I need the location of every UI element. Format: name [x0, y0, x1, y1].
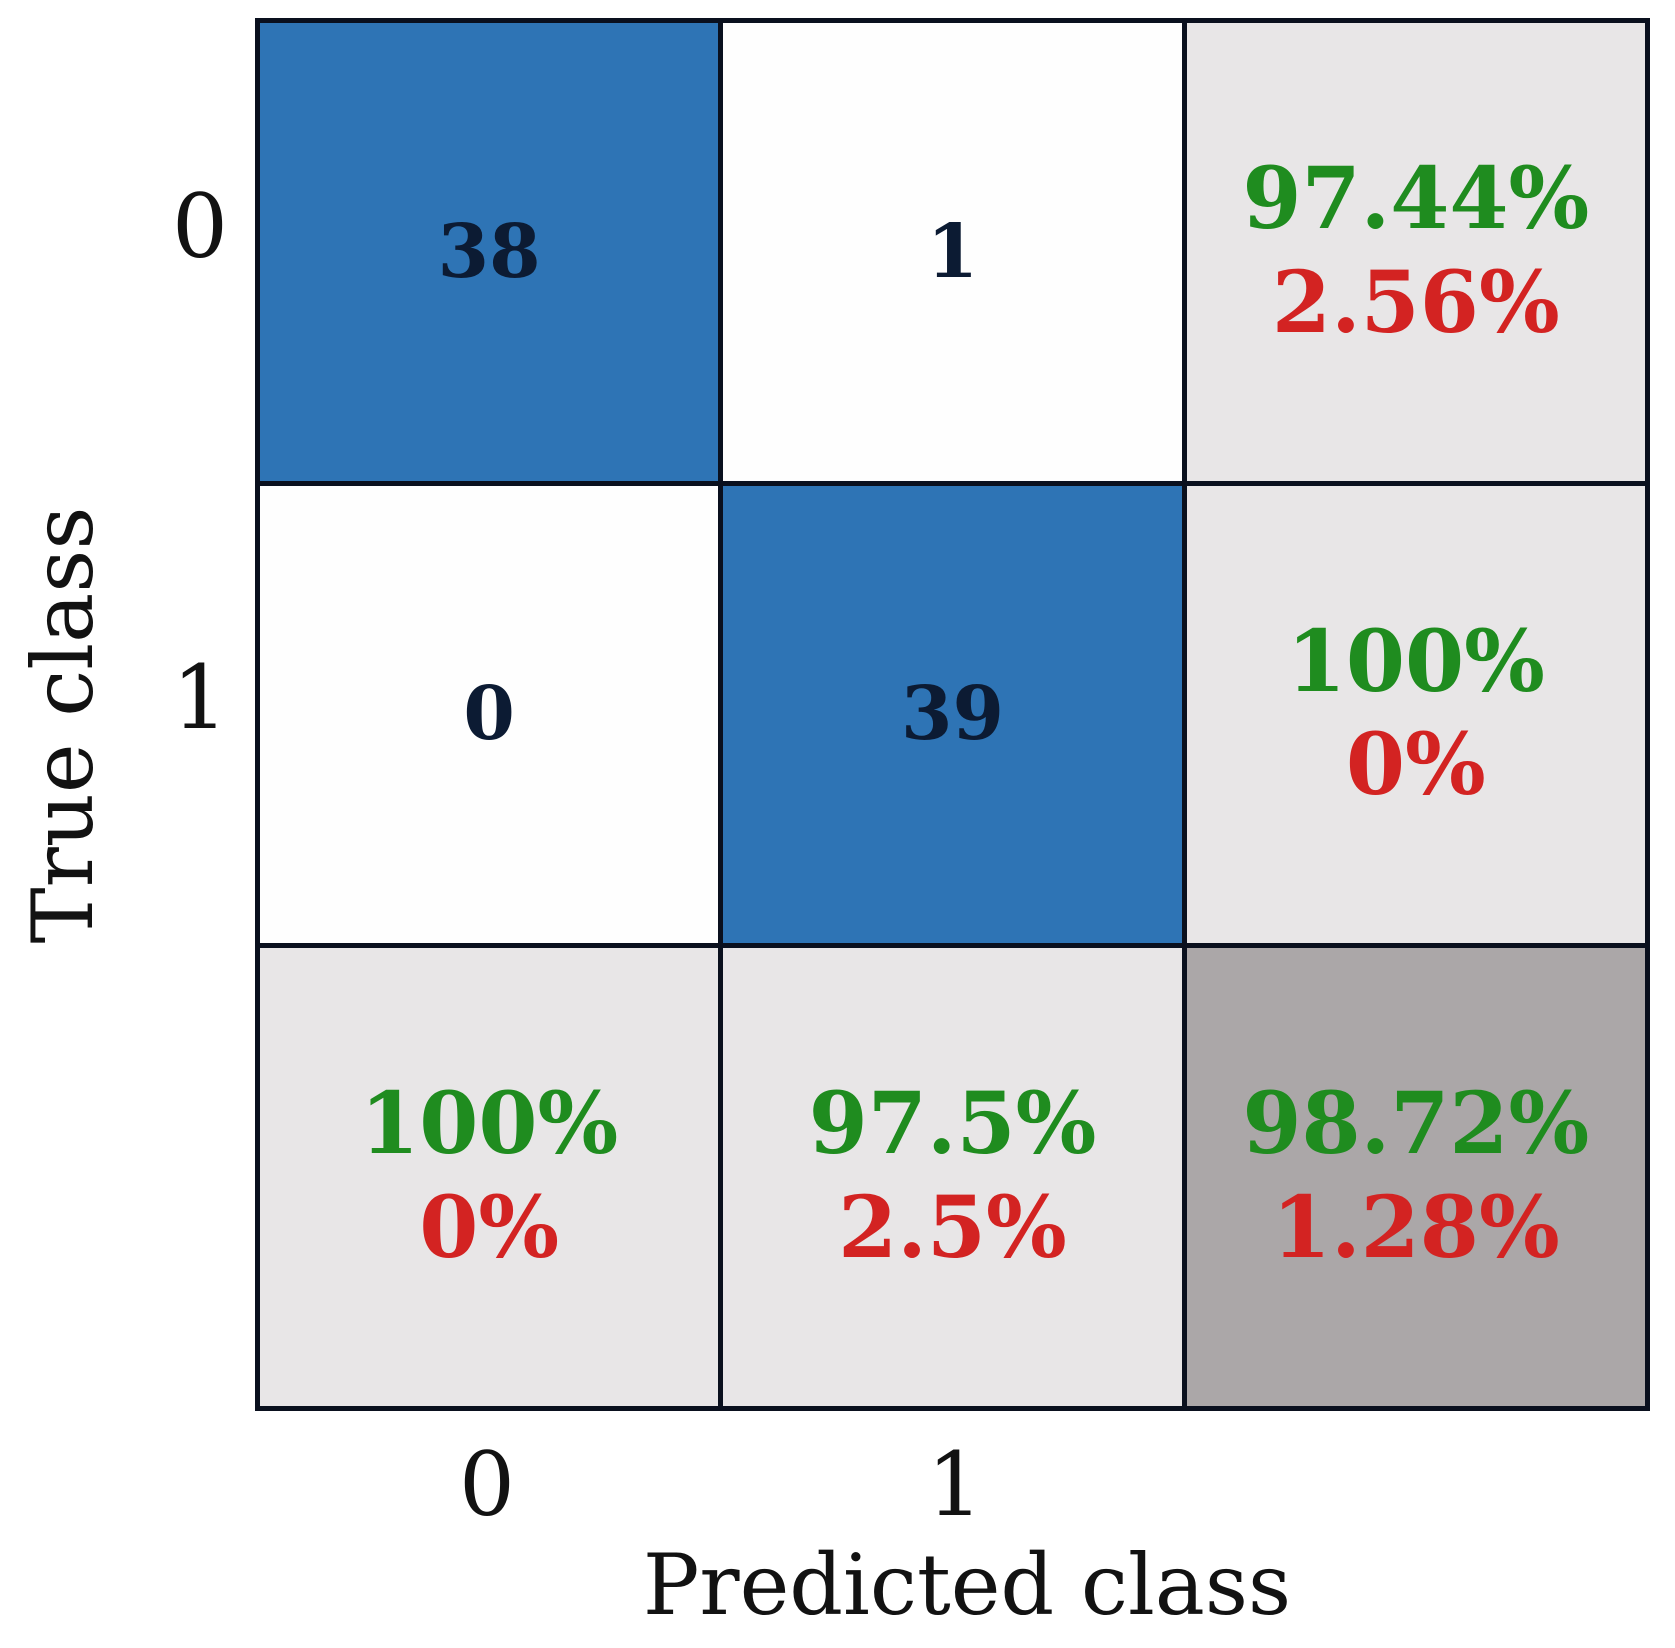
overall-correct-percent: 98.72% — [1242, 1074, 1590, 1175]
y-tick-label-0: 0 — [172, 175, 228, 278]
cell-col-summary-pred1: 97.5% 2.5% — [723, 948, 1182, 1406]
x-axis-title: Predicted class — [642, 1536, 1292, 1634]
confusion-matrix-grid: 38 1 97.44% 2.56% 0 39 100% 0% 100% 0% 9… — [255, 18, 1650, 1411]
cell-row-summary-true0: 97.44% 2.56% — [1186, 23, 1645, 481]
cell-true0-pred0: 38 — [260, 23, 719, 481]
cell-overall-accuracy: 98.72% 1.28% — [1186, 948, 1645, 1406]
cell-count: 38 — [437, 208, 541, 295]
cell-row-summary-true1: 100% 0% — [1186, 485, 1645, 944]
col1-correct-percent: 97.5% — [808, 1074, 1097, 1175]
x-tick-label-1: 1 — [927, 1433, 983, 1536]
y-tick-label-1: 1 — [172, 646, 228, 749]
col0-correct-percent: 100% — [360, 1074, 619, 1175]
cell-true1-pred0: 0 — [260, 485, 719, 944]
row0-error-percent: 2.56% — [1271, 252, 1560, 353]
y-axis-title: True class — [14, 506, 112, 944]
cell-true0-pred1: 1 — [723, 23, 1182, 481]
cell-count: 39 — [901, 671, 1004, 758]
x-tick-label-0: 0 — [459, 1433, 515, 1536]
cell-col-summary-pred0: 100% 0% — [260, 948, 719, 1406]
row1-error-percent: 0% — [1345, 715, 1486, 816]
row0-correct-percent: 97.44% — [1242, 149, 1590, 250]
col0-error-percent: 0% — [419, 1178, 560, 1279]
col1-error-percent: 2.5% — [838, 1178, 1067, 1279]
cell-true1-pred1: 39 — [723, 485, 1182, 944]
cell-count: 0 — [463, 671, 515, 758]
row1-correct-percent: 100% — [1286, 611, 1545, 712]
cell-count: 1 — [926, 208, 979, 295]
overall-error-percent: 1.28% — [1271, 1178, 1560, 1279]
